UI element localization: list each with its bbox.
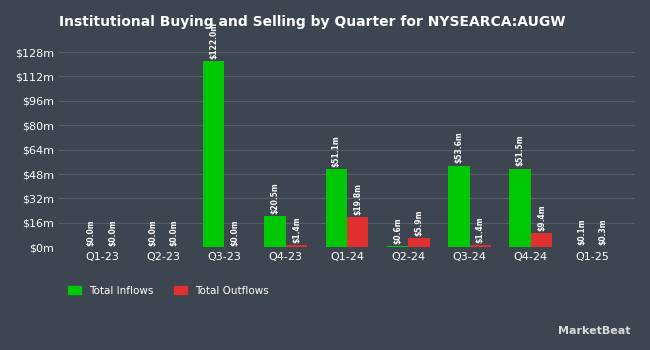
- Text: $51.5m: $51.5m: [515, 135, 525, 167]
- Text: $0.6m: $0.6m: [393, 217, 402, 244]
- Text: $5.9m: $5.9m: [415, 209, 424, 236]
- Bar: [531, 233, 552, 247]
- Text: $51.1m: $51.1m: [332, 135, 341, 167]
- Text: $0.0m: $0.0m: [170, 220, 178, 246]
- Bar: [408, 238, 430, 247]
- Legend: Total Inflows, Total Outflows: Total Inflows, Total Outflows: [64, 282, 273, 300]
- Text: $1.4m: $1.4m: [476, 216, 485, 243]
- Text: $0.0m: $0.0m: [108, 220, 117, 246]
- Text: MarketBeat: MarketBeat: [558, 326, 630, 336]
- Text: $19.8m: $19.8m: [353, 183, 362, 215]
- Text: $20.5m: $20.5m: [270, 182, 280, 214]
- Text: $0.0m: $0.0m: [86, 220, 96, 246]
- Text: $0.0m: $0.0m: [231, 220, 240, 246]
- Text: $1.4m: $1.4m: [292, 216, 301, 243]
- Bar: [387, 246, 408, 247]
- Bar: [286, 245, 307, 247]
- Bar: [203, 61, 224, 247]
- Bar: [347, 217, 369, 247]
- Text: $53.6m: $53.6m: [454, 132, 463, 163]
- Text: $0.0m: $0.0m: [148, 220, 157, 246]
- Text: $0.3m: $0.3m: [599, 218, 607, 245]
- Text: $0.1m: $0.1m: [577, 218, 586, 245]
- Text: Institutional Buying and Selling by Quarter for NYSEARCA:AUGW: Institutional Buying and Selling by Quar…: [59, 15, 566, 29]
- Bar: [448, 166, 469, 247]
- Text: $122.0m: $122.0m: [209, 22, 218, 59]
- Bar: [326, 169, 347, 247]
- Bar: [510, 169, 531, 247]
- Bar: [265, 216, 286, 247]
- Text: $9.4m: $9.4m: [537, 204, 546, 231]
- Bar: [469, 245, 491, 247]
